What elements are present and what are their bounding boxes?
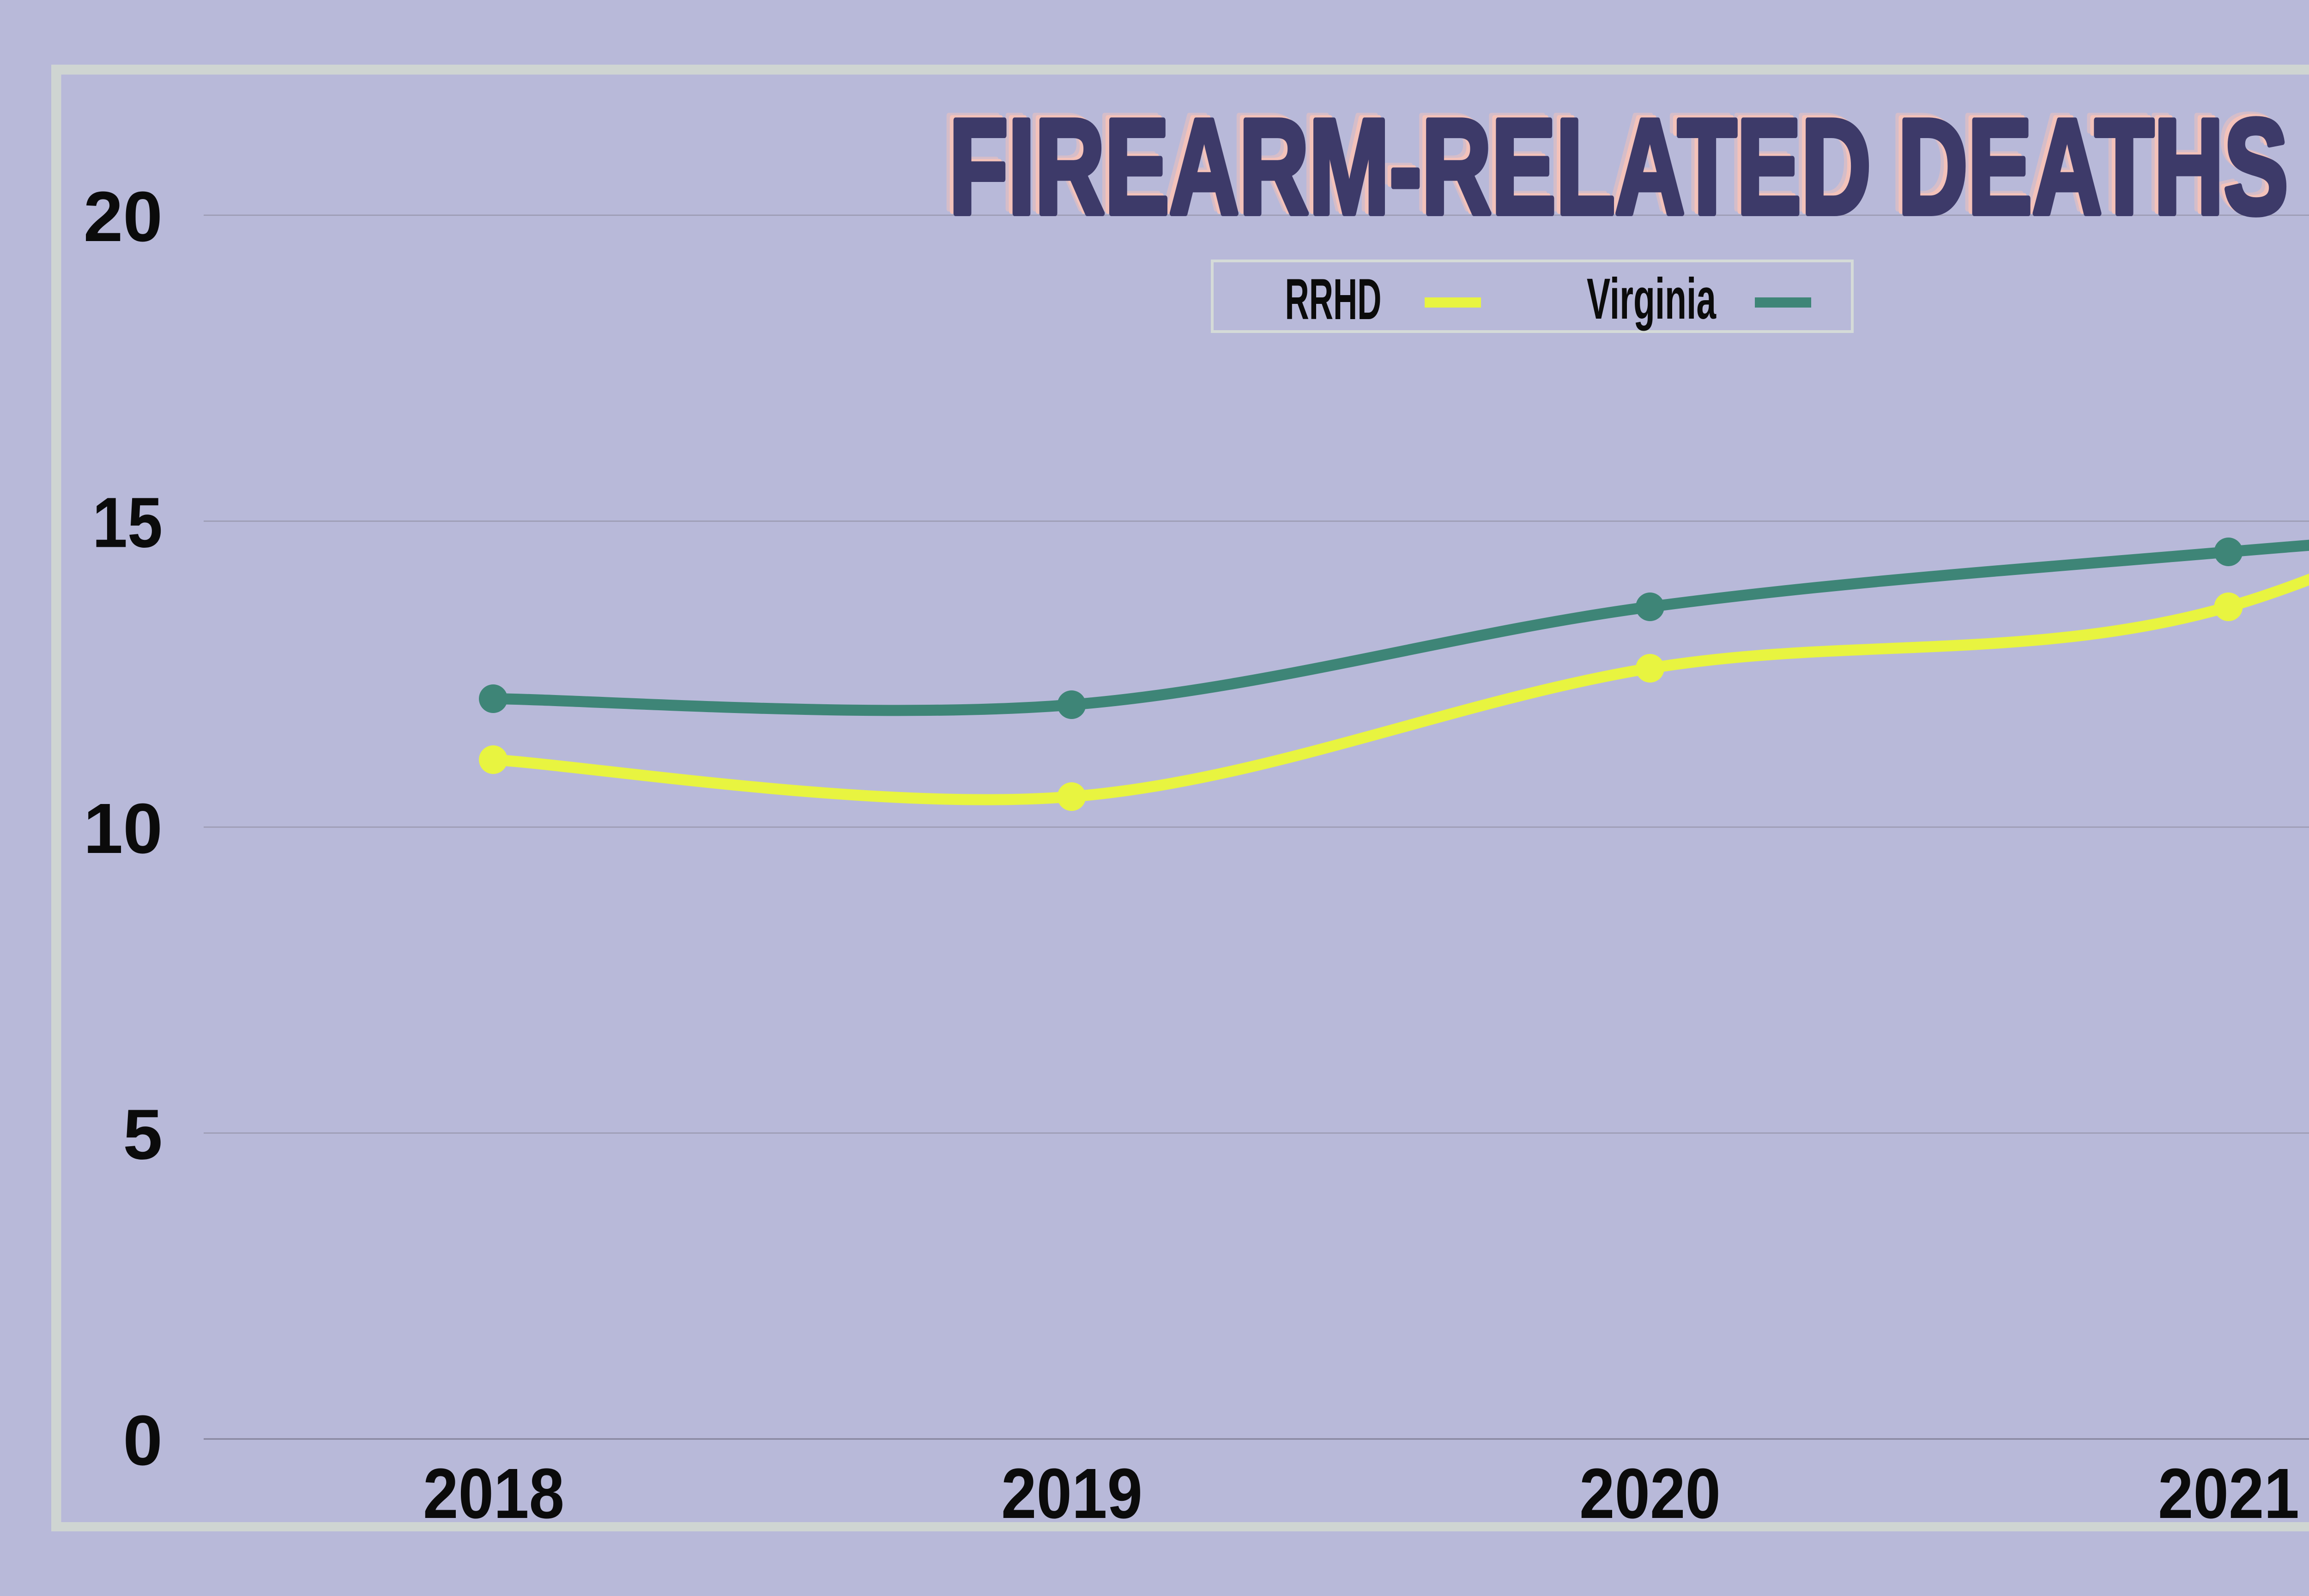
svg-text:10: 10 [84, 789, 163, 868]
svg-text:15: 15 [92, 483, 163, 562]
svg-text:2019: 2019 [1001, 1454, 1142, 1533]
svg-text:2021: 2021 [2158, 1454, 2299, 1533]
svg-text:RRHD: RRHD [1285, 267, 1382, 332]
svg-text:5: 5 [123, 1095, 163, 1174]
svg-text:2020: 2020 [1579, 1454, 1721, 1533]
svg-text:FIREARM-RELATED DEATHS: FIREARM-RELATED DEATHS [942, 87, 2281, 238]
svg-text:2018: 2018 [423, 1454, 564, 1533]
svg-text:FIREARM-RELATED DEATHS: FIREARM-RELATED DEATHS [945, 89, 2285, 240]
svg-text:FIREARM-RELATED DEATHS: FIREARM-RELATED DEATHS [949, 91, 2288, 242]
svg-text:0: 0 [123, 1401, 163, 1480]
svg-text:20: 20 [84, 177, 163, 256]
svg-text:Virginia: Virginia [1587, 267, 1717, 331]
